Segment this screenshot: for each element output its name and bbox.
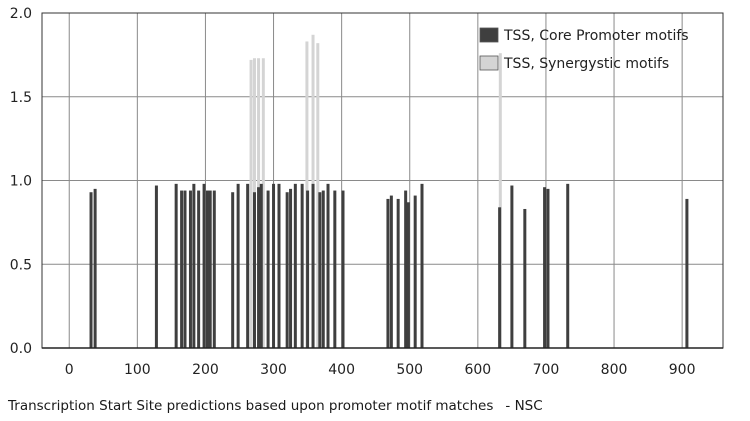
bar-core-promoter	[180, 190, 184, 348]
y-tick-label: 1.0	[10, 174, 32, 190]
bar-core-promoter	[321, 190, 325, 348]
bar-core-promoter	[389, 195, 393, 348]
legend: TSS, Core Promoter motifs TSS, Synergysti…	[479, 27, 689, 72]
y-tick-label: 0.5	[10, 257, 32, 273]
x-tick-label: 100	[124, 362, 151, 378]
x-tick-label: 0	[65, 362, 74, 378]
tick-labels: 0 100 200 300 400 500 600 700 800 900 0.0 0.5 1.0 1.5…	[10, 6, 696, 378]
bar-core-promoter	[413, 195, 417, 348]
bar-core-promoter	[306, 190, 310, 348]
bars	[89, 34, 689, 349]
x-tick-label: 300	[260, 362, 287, 378]
legend-swatch	[479, 55, 499, 71]
x-tick-label: 900	[669, 362, 696, 378]
bar-core-promoter	[208, 190, 212, 348]
bar-core-promoter	[93, 188, 97, 348]
bar-core-promoter	[236, 183, 240, 348]
caption-text: Transcription Start Site predictions bas…	[8, 398, 494, 414]
bar-core-promoter	[246, 183, 250, 348]
y-tick-label: 0.0	[10, 341, 32, 357]
bar-core-promoter	[277, 183, 281, 348]
bar-core-promoter	[420, 183, 424, 348]
legend-label: TSS, Synergystic motifs	[503, 56, 669, 72]
legend-item-synergystic: TSS, Synergystic motifs	[479, 55, 669, 72]
bar-core-promoter	[205, 190, 209, 348]
bar-core-promoter	[154, 185, 158, 348]
y-tick-label: 1.5	[10, 90, 32, 106]
bar-core-promoter	[396, 198, 400, 348]
bar-core-promoter	[333, 190, 337, 348]
x-tick-label: 200	[192, 362, 219, 378]
legend-label: TSS, Core Promoter motifs	[503, 28, 689, 44]
bar-core-promoter	[546, 188, 550, 348]
bar-core-promoter	[272, 183, 276, 348]
bar-core-promoter	[311, 183, 315, 348]
bar-core-promoter	[685, 198, 689, 348]
legend-item-core-promoter: TSS, Core Promoter motifs	[479, 27, 689, 44]
x-tick-label: 800	[601, 362, 628, 378]
bar-synergystic	[316, 43, 320, 349]
y-tick-label: 2.0	[10, 6, 32, 22]
x-tick-label: 400	[328, 362, 355, 378]
axes	[41, 12, 724, 349]
bar-core-promoter	[188, 190, 192, 348]
bar-core-promoter	[523, 208, 527, 348]
bar-core-promoter	[386, 198, 390, 348]
bar-core-promoter	[231, 192, 235, 348]
bar-core-promoter	[543, 187, 547, 348]
x-tick-label: 500	[396, 362, 423, 378]
bar-core-promoter	[289, 188, 293, 348]
bar-core-promoter	[174, 183, 178, 348]
bar-core-promoter	[212, 190, 216, 348]
bar-core-promoter	[293, 183, 297, 348]
bar-core-promoter	[318, 192, 322, 348]
bar-synergystic	[498, 53, 502, 348]
bar-core-promoter	[285, 192, 289, 348]
bar-core-promoter	[202, 183, 206, 348]
bar-core-promoter	[326, 183, 330, 348]
figure-caption: Transcription Start Site predictions bas…	[8, 398, 543, 414]
chart-canvas: 0 100 200 300 400 500 600 700 800 900 0.0 0.5 1.0 1.5…	[10, 6, 724, 378]
bar-core-promoter	[89, 192, 93, 348]
bar-core-promoter	[197, 190, 201, 348]
bar-core-promoter	[341, 190, 345, 348]
bar-core-promoter	[252, 192, 256, 348]
legend-swatch	[479, 27, 499, 43]
bar-core-promoter	[257, 187, 261, 348]
x-tick-label: 700	[533, 362, 560, 378]
x-tick-label: 600	[464, 362, 491, 378]
bar-core-promoter	[510, 185, 514, 348]
bar-core-promoter	[192, 183, 196, 348]
bar-synergystic	[249, 59, 253, 349]
bar-core-promoter	[266, 190, 270, 348]
bar-core-promoter	[566, 183, 570, 348]
bar-core-promoter	[183, 190, 187, 348]
bar-core-promoter	[259, 183, 263, 348]
caption-suffix: - NSC	[505, 398, 543, 414]
bar-core-promoter	[300, 183, 304, 348]
bar-core-promoter	[498, 207, 502, 348]
bar-synergystic	[261, 58, 265, 348]
bar-core-promoter	[404, 190, 408, 348]
bar-core-promoter	[406, 202, 410, 348]
